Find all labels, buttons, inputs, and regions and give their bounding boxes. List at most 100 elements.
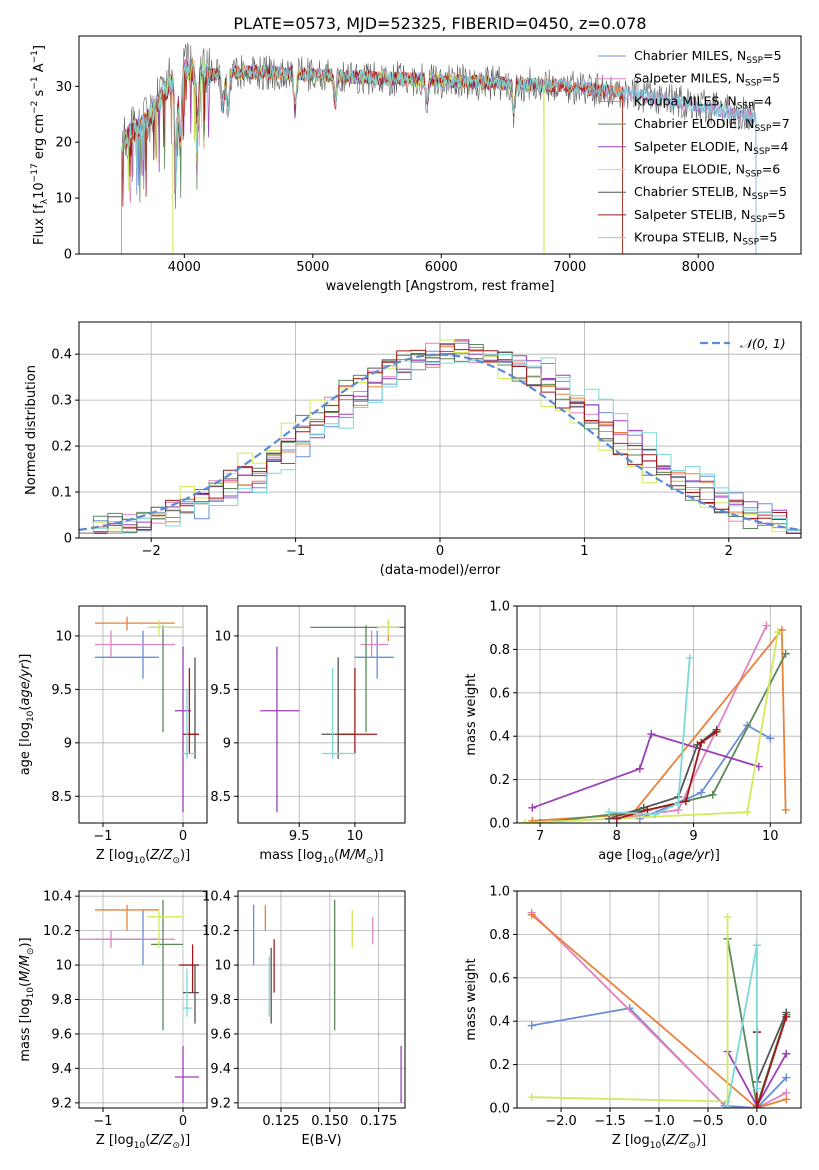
spectrum-legend: Chabrier MILES, NSSP=5 Salpeter MILES, NS… <box>598 48 790 248</box>
z_weight-xtick-label: −1.0 <box>643 1114 675 1129</box>
spectrum-frame <box>78 35 802 255</box>
weight-marker-chabrier_elodie <box>708 790 717 799</box>
ebv_mass-ytick-label: 10 <box>214 959 231 974</box>
ebv_mass-xlabel: E(B-V) <box>301 1133 341 1148</box>
mass_age-xlabel: mass [log10(M/M⊙)] <box>259 848 383 866</box>
residuals-axes <box>79 322 801 539</box>
weight-marker-kroupa_stelib <box>752 1084 761 1093</box>
z_age-ytick-label: 9.5 <box>51 683 72 698</box>
weight-marker-salpeter_elodie <box>754 762 763 771</box>
residuals-xtick-label: −2 <box>142 544 161 559</box>
z_mass-xtick-label: −1 <box>93 1114 112 1129</box>
mass_age-xtick-label: 9.5 <box>289 829 310 844</box>
age_weight-axes <box>517 605 801 824</box>
spectrum-ytick-label: 0 <box>64 248 72 263</box>
z_weight-axes <box>517 890 801 1109</box>
normal-curve <box>79 353 801 531</box>
age_weight-frame <box>516 605 802 824</box>
spectrum-axes <box>121 42 757 254</box>
spectrum-ylabel: Flux [fλ10−17 erg cm−2 s−1 A−1] <box>30 45 50 245</box>
mass_age-ytick-label: 10 <box>214 629 231 644</box>
weight-marker-salpeter_elodie <box>782 1049 791 1058</box>
age_weight-ytick-label: 0.2 <box>489 773 510 788</box>
z_age-xlabel: Z [log10(Z/Z⊙)] <box>96 848 190 866</box>
age_weight-xtick-label: 8 <box>613 829 621 844</box>
weight-marker-kroupa_elodie <box>723 913 732 922</box>
z_weight-ytick-label: 0.4 <box>489 1015 510 1030</box>
z_mass-ytick-label: 9.6 <box>51 1027 72 1042</box>
z_mass-ylabel: mass [log10(M/M⊙)] <box>18 937 36 1061</box>
spectrum-xlabel: wavelength [Angstrom, rest frame] <box>326 279 555 294</box>
z_mass-ytick-label: 9.8 <box>51 993 72 1008</box>
age_weight-xtick-label: 10 <box>762 829 779 844</box>
weight-marker-kroupa_stelib <box>651 810 660 819</box>
ebv_mass-xtick-label: 0.175 <box>360 1114 397 1129</box>
residuals-ytick-label: 0 <box>64 532 72 547</box>
z_mass-xlabel: Z [log10(Z/Z⊙)] <box>96 1133 190 1151</box>
z_mass-ytick-label: 10.4 <box>43 890 72 905</box>
z_age-plot-area <box>95 616 199 813</box>
weight-marker-salpeter_miles <box>762 621 771 630</box>
spectrum-plot-area <box>121 42 757 254</box>
weight-marker-kroupa_elodie <box>773 628 782 637</box>
z_weight-xtick-label: −0.5 <box>692 1114 724 1129</box>
z_weight-plot-area <box>527 908 791 1108</box>
residuals-ytick-label: 0.4 <box>51 348 72 363</box>
weight-marker-kroupa_stelib <box>752 941 761 950</box>
spectrum-xtick-label: 6000 <box>425 260 458 275</box>
residual-hist-salpeter_stelib <box>79 343 801 534</box>
z_mass-xtick-label: 0 <box>179 1114 187 1129</box>
weight-marker-kroupa_elodie <box>527 1093 536 1102</box>
weight-line-salpeter_miles <box>531 912 787 1108</box>
legend-entry: Kroupa ELODIE, NSSP=6 <box>634 162 780 180</box>
residuals-xtick-label: −1 <box>286 544 305 559</box>
ebv_mass-xtick-label: 0.150 <box>311 1114 348 1129</box>
z_weight-ytick-label: 0.2 <box>489 1058 510 1073</box>
z_mass-ytick-label: 9.2 <box>51 1096 72 1111</box>
residuals-ytick-label: 0.2 <box>51 440 72 455</box>
spectrum-ytick-label: 30 <box>55 80 72 95</box>
spectrum-line-kroupa_elodie <box>121 60 545 254</box>
residual-hist-kroupa_stelib <box>79 354 801 534</box>
spectrum-xtick-label: 5000 <box>296 260 329 275</box>
mass_age-axes <box>238 606 405 823</box>
age_weight-ytick-label: 0.4 <box>489 730 510 745</box>
weight-marker-chabrier_miles <box>527 1021 536 1030</box>
ebv_mass-axes <box>238 891 405 1108</box>
z_age-xtick-label: 0 <box>179 829 187 844</box>
mass_age-ytick-label: 9 <box>223 736 231 751</box>
residuals-plot-area <box>79 339 801 534</box>
residuals-xtick-label: 2 <box>725 544 733 559</box>
z_mass-ytick-label: 10.2 <box>43 924 72 939</box>
weight-line-kroupa_stelib <box>609 658 691 816</box>
legend-entry: Chabrier MILES, NSSP=5 <box>634 48 782 66</box>
weight-line-salpeter_elodie <box>532 732 760 809</box>
age_weight-ytick-label: 0.8 <box>489 643 510 658</box>
spectrum-xtick-label: 7000 <box>553 260 586 275</box>
residuals-ytick-label: 0.3 <box>51 394 72 409</box>
legend-entry: Chabrier ELODIE, NSSP=7 <box>634 116 790 134</box>
weight-line-kroupa_elodie <box>524 631 779 823</box>
figure-title: PLATE=0573, MJD=52325, FIBERID=0450, z=0… <box>233 14 646 33</box>
weight-marker-salpeter_stelib <box>681 797 690 806</box>
weight-marker-kroupa_miles <box>527 910 536 919</box>
ebv_mass-xtick-label: 0.125 <box>262 1114 299 1129</box>
weight-line-kroupa_miles <box>531 914 787 1108</box>
weight-marker-salpeter_stelib <box>782 1012 791 1021</box>
spectrum-xtick-label: 4000 <box>168 260 201 275</box>
z_weight-ytick-label: 0.6 <box>489 971 510 986</box>
z_weight-xtick-label: 0.0 <box>747 1114 768 1129</box>
ebv_mass-plot-area <box>252 899 402 1103</box>
legend-entry: Chabrier STELIB, NSSP=5 <box>634 184 787 202</box>
age_weight-ytick-label: 1.0 <box>489 600 510 615</box>
ebv_mass-ytick-label: 9.6 <box>210 1027 231 1042</box>
z_weight-xlabel: Z [log10(Z/Z⊙)] <box>612 1133 706 1151</box>
spectrum-ytick-label: 20 <box>55 136 72 151</box>
legend-entry: Salpeter ELODIE, NSSP=4 <box>634 139 789 157</box>
ebv_mass-ytick-label: 9.2 <box>210 1096 231 1111</box>
z_mass-ytick-label: 10 <box>55 959 72 974</box>
weight-marker-salpeter_stelib <box>752 1104 761 1108</box>
ebv_mass-ytick-label: 10.4 <box>202 890 231 905</box>
weight-marker-salpeter_elodie <box>528 803 537 812</box>
